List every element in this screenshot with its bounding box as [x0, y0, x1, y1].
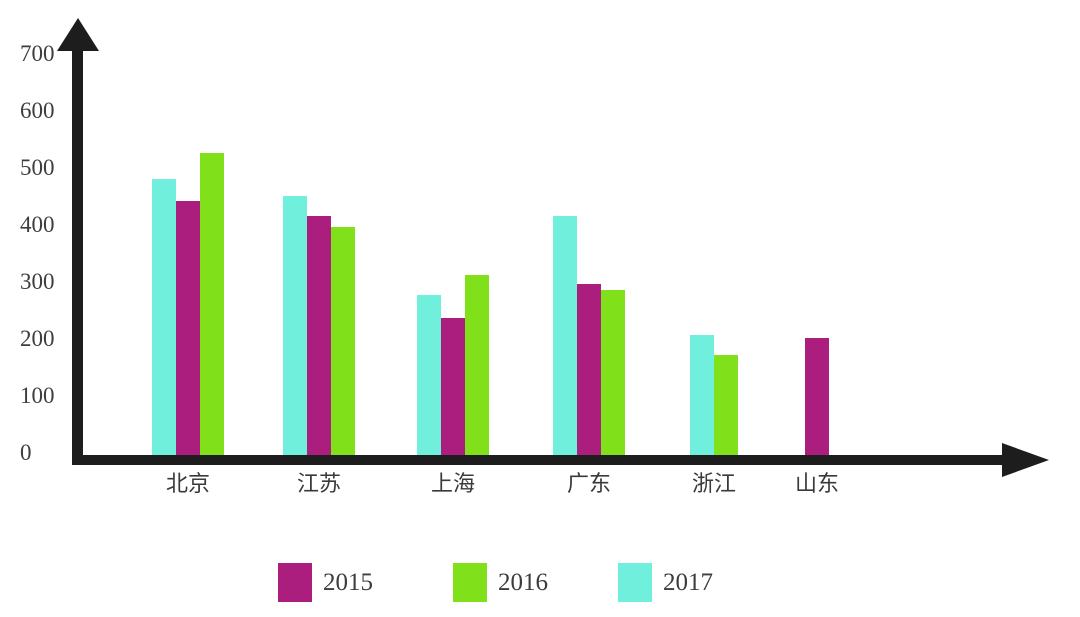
bar-zhejiang-2016 [714, 355, 738, 455]
y-tick-label-0: 0 [20, 440, 32, 465]
bar-guangdong-2016 [601, 290, 625, 455]
x-category-label-shandong: 山东 [794, 471, 839, 496]
y-tick-label-500: 500 [20, 155, 55, 180]
bar-shandong-2015 [805, 338, 829, 455]
legend-swatch-2016 [453, 563, 487, 602]
bar-beijing-2016 [200, 153, 224, 455]
bar-guangdong-2015 [577, 284, 601, 455]
x-category-label-zhejiang: 浙江 [691, 471, 736, 496]
bar-zhejiang-2017 [690, 335, 714, 455]
legend-label-2015: 2015 [323, 569, 373, 596]
y-tick-label-700: 700 [20, 41, 55, 66]
bar-jiangsu-2017 [283, 196, 307, 455]
bar-shanghai-2017 [417, 295, 441, 455]
bar-jiangsu-2015 [307, 216, 331, 455]
x-axis-arrow-icon [1002, 443, 1049, 477]
legend-label-2016: 2016 [498, 569, 548, 596]
y-axis-line [72, 44, 83, 465]
bar-guangdong-2017 [553, 216, 577, 455]
bar-shanghai-2016 [465, 275, 489, 455]
bar-shanghai-2015 [441, 318, 465, 455]
y-axis-arrow-icon [57, 18, 99, 51]
bar-beijing-2017 [152, 179, 176, 455]
x-category-label-shanghai: 上海 [430, 471, 475, 496]
bar-beijing-2015 [176, 201, 200, 455]
x-category-label-beijing: 北京 [165, 471, 210, 496]
y-tick-label-600: 600 [20, 98, 55, 123]
bar-jiangsu-2016 [331, 227, 355, 455]
x-category-label-jiangsu: 江苏 [296, 471, 341, 496]
y-tick-label-200: 200 [20, 326, 55, 351]
y-tick-label-400: 400 [20, 212, 55, 237]
x-category-label-guangdong: 广东 [566, 471, 611, 496]
y-tick-label-100: 100 [20, 383, 55, 408]
x-axis-line [72, 455, 1002, 465]
legend-label-2017: 2017 [663, 569, 713, 596]
legend-swatch-2015 [278, 563, 312, 602]
y-tick-label-300: 300 [20, 269, 55, 294]
legend-swatch-2017 [618, 563, 652, 602]
